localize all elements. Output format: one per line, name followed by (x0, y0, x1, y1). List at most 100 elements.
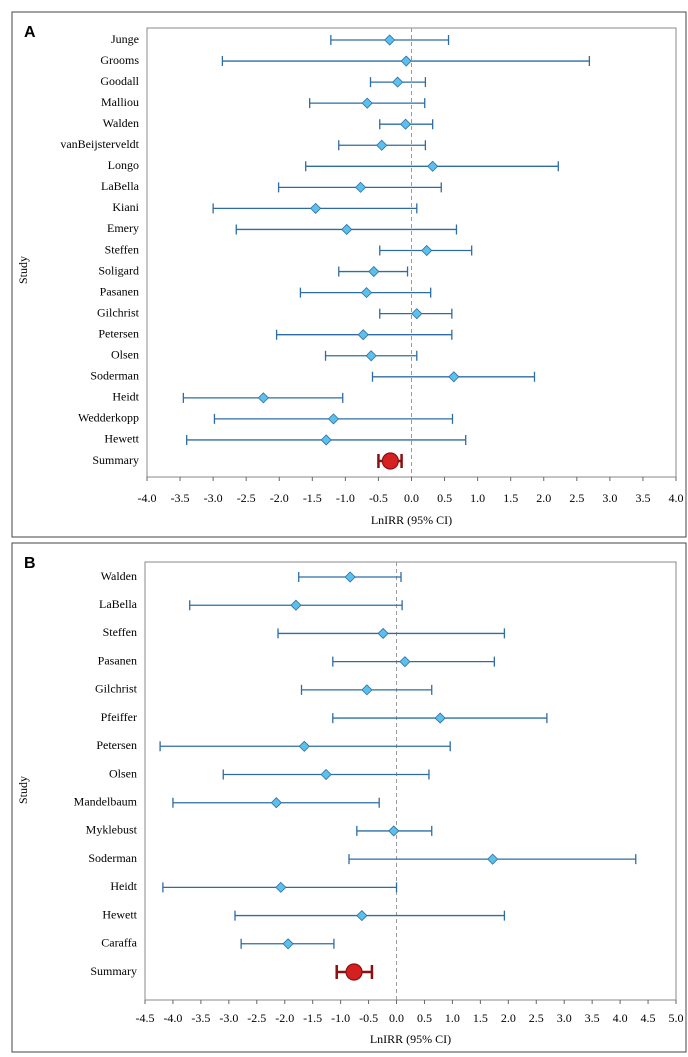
point-estimate (355, 181, 367, 193)
study-label: Soligard (98, 263, 139, 277)
study-label: Pfeiffer (101, 710, 137, 724)
point-estimate (361, 97, 373, 109)
study-label: Grooms (100, 53, 139, 67)
point-estimate (388, 825, 400, 837)
point-estimate (434, 712, 446, 724)
y-axis-label: Study (16, 256, 30, 284)
x-tick-label: -2.0 (275, 1011, 294, 1025)
x-tick-label: -1.5 (303, 1011, 322, 1025)
x-tick-label: 4.0 (613, 1011, 628, 1025)
study-label: Emery (107, 221, 139, 235)
summary-estimate (345, 963, 363, 981)
point-estimate (365, 350, 377, 362)
point-estimate (327, 413, 340, 425)
study-label: Soderman (90, 369, 139, 383)
study-label: Heidt (110, 879, 137, 893)
x-tick-label: -3.0 (219, 1011, 238, 1025)
study-label: Petersen (96, 738, 137, 752)
x-tick-label: 2.0 (501, 1011, 516, 1025)
point-estimate (361, 684, 373, 696)
study-label: Pasanen (98, 653, 137, 667)
study-label: LaBella (99, 597, 138, 611)
summary-label: Summary (90, 964, 137, 978)
x-tick-label: -1.0 (336, 491, 355, 505)
point-estimate (399, 656, 411, 668)
x-tick-label: 2.0 (536, 491, 551, 505)
x-tick-label: 3.5 (635, 491, 650, 505)
study-label: Heidt (112, 390, 139, 404)
point-estimate (427, 160, 439, 172)
panel-label: A (24, 24, 36, 41)
study-label: Soderman (88, 851, 137, 865)
study-label: Goodall (100, 74, 139, 88)
study-label: Wedderkopp (78, 411, 139, 425)
study-label: Petersen (98, 326, 139, 340)
x-tick-label: 1.0 (445, 1011, 460, 1025)
x-tick-label: -3.5 (191, 1011, 210, 1025)
plot-area (144, 561, 677, 1001)
x-tick-label: -2.5 (247, 1011, 266, 1025)
x-tick-label: 2.5 (529, 1011, 544, 1025)
point-estimate (360, 287, 373, 299)
point-estimate (376, 139, 388, 151)
study-label: Olsen (111, 348, 139, 362)
point-estimate (411, 308, 423, 320)
panel-frame (11, 11, 687, 538)
x-tick-label: 0.5 (437, 491, 452, 505)
x-tick-label: -3.0 (204, 491, 223, 505)
point-estimate (282, 938, 294, 950)
study-label: Walden (101, 569, 137, 583)
panel-frame (11, 542, 687, 1053)
confidence-interval (332, 656, 495, 667)
x-tick-label: -2.5 (237, 491, 256, 505)
x-tick-label: 1.0 (470, 491, 485, 505)
point-estimate (270, 797, 282, 809)
point-estimate (356, 910, 368, 922)
x-tick-label: 0.5 (417, 1011, 432, 1025)
point-estimate (341, 223, 353, 236)
x-tick-label: 2.5 (569, 491, 584, 505)
x-axis-label: LnIRR (95% CI) (370, 1032, 451, 1046)
x-tick-label: -3.5 (171, 491, 190, 505)
summary-estimate (381, 452, 399, 470)
x-tick-label: -4.5 (136, 1011, 155, 1025)
point-estimate (421, 244, 433, 257)
point-estimate (257, 392, 269, 404)
x-tick-label: -2.0 (270, 491, 289, 505)
x-tick-label: 5.0 (669, 1011, 684, 1025)
x-tick-label: 0.0 (389, 1011, 404, 1025)
study-label: Walden (103, 116, 139, 130)
x-tick-label: 3.0 (602, 491, 617, 505)
study-label: LaBella (101, 179, 140, 193)
study-label: Junge (111, 32, 139, 46)
study-label: Hewett (102, 907, 137, 921)
study-label: Longo (108, 158, 139, 172)
point-estimate (357, 329, 369, 341)
point-estimate (400, 55, 412, 67)
point-estimate (275, 881, 287, 893)
confidence-interval (234, 910, 506, 921)
point-estimate (290, 599, 302, 611)
point-estimate (448, 371, 460, 383)
study-label: Caraffa (101, 936, 137, 950)
study-label: Mandelbaum (74, 794, 138, 808)
x-tick-label: -1.0 (331, 1011, 350, 1025)
x-tick-label: -4.0 (163, 1011, 182, 1025)
study-label: Steffen (105, 242, 139, 256)
confidence-interval (277, 628, 506, 639)
study-label: vanBeijsterveldt (60, 137, 139, 151)
point-estimate (320, 434, 332, 446)
study-label: Steffen (103, 625, 137, 639)
x-tick-label: -0.5 (369, 491, 388, 505)
panel-label: B (24, 555, 36, 572)
summary-label: Summary (92, 453, 139, 467)
study-label: Pasanen (100, 284, 139, 298)
study-label: Gilchrist (95, 682, 138, 696)
point-estimate (392, 76, 404, 88)
point-estimate (298, 740, 310, 752)
x-tick-label: 0.0 (404, 491, 419, 505)
point-estimate (487, 853, 499, 865)
x-tick-label: 3.5 (585, 1011, 600, 1025)
study-label: Malliou (101, 95, 139, 109)
